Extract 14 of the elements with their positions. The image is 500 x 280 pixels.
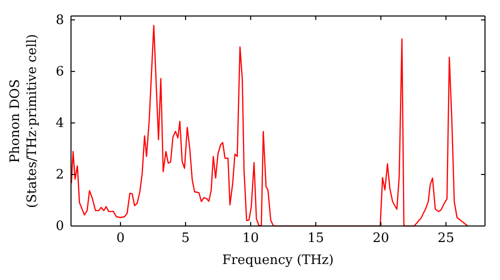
y-axis-title: Phonon DOS (States/THz·primitive cell): [8, 34, 40, 208]
y-tick-label: 0: [56, 219, 64, 234]
x-tick-label: 0: [116, 231, 125, 246]
x-axis-title: Frequency (THz): [222, 253, 334, 268]
x-tick-label: 25: [438, 231, 454, 246]
y-tick-label: 4: [56, 116, 64, 132]
y-tick-label: 6: [56, 64, 64, 80]
x-tick-label: 10: [242, 231, 259, 246]
y-tick-label: 8: [56, 13, 64, 28]
x-tick-label: 20: [372, 231, 390, 246]
y-tick-label: 2: [56, 168, 64, 183]
x-tick-label: 5: [181, 231, 190, 246]
x-tick-label: 15: [307, 231, 324, 246]
line-series: [70, 24, 468, 227]
